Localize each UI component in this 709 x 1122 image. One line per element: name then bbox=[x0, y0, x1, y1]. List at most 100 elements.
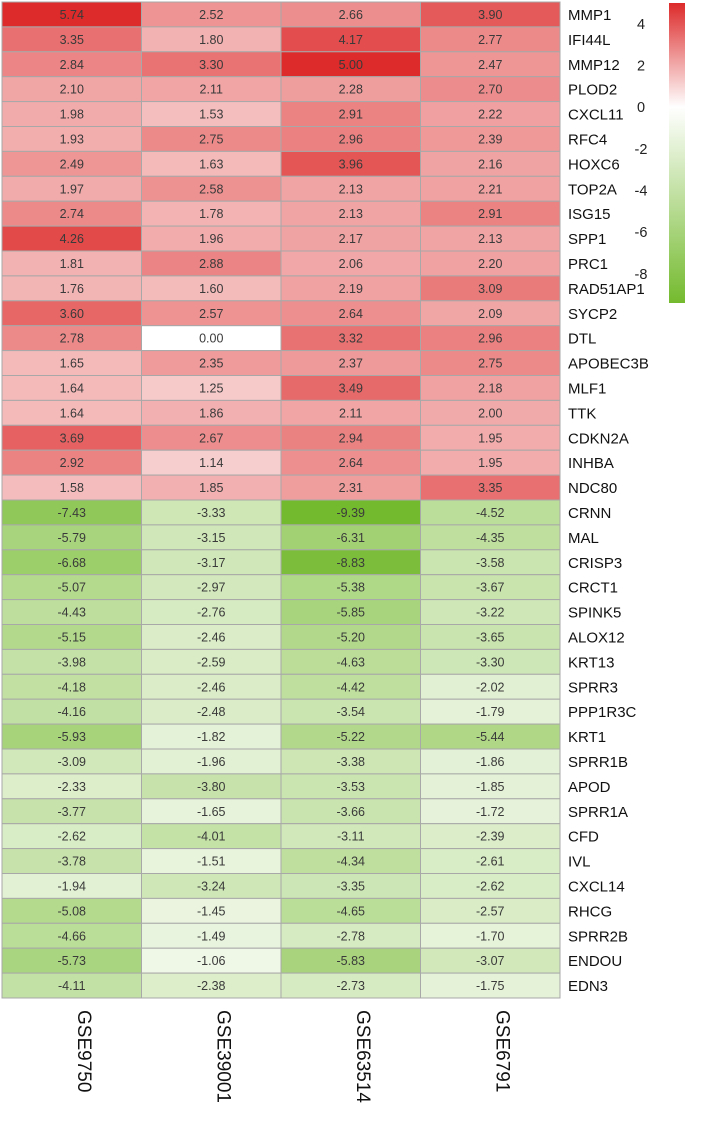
cell-value-label: -3.54 bbox=[337, 705, 366, 719]
cell-value-label: -1.72 bbox=[476, 805, 505, 819]
cell-value-label: -1.82 bbox=[197, 730, 226, 744]
cell-value-label: 2.28 bbox=[339, 83, 363, 97]
cell-value-label: 1.53 bbox=[199, 108, 223, 122]
cell-value-label: 2.84 bbox=[60, 58, 84, 72]
cell-value-label: -3.11 bbox=[337, 830, 365, 844]
cell-value-label: -4.18 bbox=[58, 680, 87, 694]
heatmap-cell bbox=[1, 449, 142, 476]
heatmap-cell bbox=[420, 499, 561, 526]
heatmap-cell bbox=[280, 399, 421, 426]
heatmap-cell bbox=[141, 599, 282, 625]
heatmap-cell bbox=[280, 574, 421, 601]
heatmap-cell bbox=[141, 250, 282, 277]
row-label: KRT13 bbox=[568, 654, 614, 671]
heatmap-cell bbox=[280, 474, 421, 501]
row-label: CXCL14 bbox=[568, 878, 625, 895]
cell-value-label: -4.01 bbox=[197, 830, 226, 844]
row-label: SPRR3 bbox=[568, 679, 618, 696]
heatmap-cell bbox=[280, 723, 421, 750]
column-label: GSE63514 bbox=[352, 1010, 373, 1103]
heatmap-cell bbox=[420, 200, 561, 227]
cell-value-label: -1.86 bbox=[476, 755, 505, 769]
cell-value-label: -5.93 bbox=[58, 730, 87, 744]
cell-value-label: -1.96 bbox=[197, 755, 226, 769]
cell-value-label: -5.38 bbox=[337, 581, 366, 595]
row-label: MMP1 bbox=[568, 7, 611, 24]
row-label: PRC1 bbox=[568, 256, 608, 273]
row-label: CFD bbox=[568, 829, 599, 846]
heatmap-cell bbox=[1, 101, 142, 127]
heatmap-cell bbox=[420, 873, 561, 899]
cell-value-label: 2.64 bbox=[339, 307, 363, 321]
heatmap-cell bbox=[280, 275, 421, 302]
heatmap-cell bbox=[420, 1, 561, 28]
cell-value-label: 2.20 bbox=[478, 257, 502, 271]
heatmap-cell bbox=[141, 449, 282, 476]
row-label: SPP1 bbox=[568, 231, 606, 248]
heatmap-cell bbox=[280, 773, 421, 800]
cell-value-label: -5.20 bbox=[337, 630, 366, 644]
cell-value-label: -5.08 bbox=[58, 904, 87, 918]
colorbar-tick-label: 0 bbox=[637, 100, 645, 116]
row-label: MLF1 bbox=[568, 380, 606, 397]
heatmap-cell bbox=[280, 648, 421, 675]
cell-value-label: 3.09 bbox=[478, 282, 502, 296]
heatmap-cell bbox=[420, 574, 561, 601]
cell-value-label: 2.00 bbox=[478, 406, 502, 420]
heatmap-cell bbox=[420, 798, 561, 825]
cell-value-label: -5.83 bbox=[337, 954, 366, 968]
row-labels: MMP1 IFI44L MMP12 PLOD2 CXCL11 RFC4 HOXC6 TOP2A… bbox=[568, 7, 649, 995]
heatmap-cell bbox=[420, 624, 561, 650]
cell-value-label: -2.61 bbox=[476, 855, 505, 869]
cell-value-label: 2.37 bbox=[339, 357, 363, 371]
cell-value-label: 1.85 bbox=[199, 481, 223, 495]
cell-value-label: -4.65 bbox=[337, 904, 366, 918]
cell-value-label: -1.75 bbox=[476, 979, 505, 993]
heatmap-cell bbox=[1, 972, 142, 999]
heatmap-cell bbox=[280, 225, 421, 252]
heatmap-cell bbox=[420, 51, 561, 78]
colorbar-ticks: 4 2 0 -2 -4 -6 -8 bbox=[635, 17, 648, 283]
heatmap-cell bbox=[141, 51, 282, 78]
cell-value-label: 2.49 bbox=[60, 157, 84, 171]
heatmap-cell bbox=[141, 76, 282, 103]
heatmap-cell bbox=[420, 524, 561, 551]
heatmap-cell-values: 5.74 2.52 2.66 3.90 3.35 1.80 4.17 2.77 2.84 3.30… bbox=[58, 8, 505, 993]
cell-value-label: -3.67 bbox=[476, 581, 505, 595]
cell-value-label: 2.52 bbox=[199, 8, 223, 22]
cell-value-label: 1.65 bbox=[60, 357, 84, 371]
cell-value-label: -2.33 bbox=[58, 780, 87, 794]
cell-value-label: -5.44 bbox=[476, 730, 505, 744]
cell-value-label: -1.65 bbox=[197, 805, 226, 819]
cell-value-label: 1.78 bbox=[199, 207, 223, 221]
heatmap-cell bbox=[420, 947, 561, 974]
cell-value-label: -3.58 bbox=[476, 556, 505, 570]
cell-value-label: 3.90 bbox=[478, 8, 502, 22]
cell-value-label: -3.80 bbox=[197, 780, 226, 794]
colorbar-tick-label: 4 bbox=[637, 17, 645, 33]
heatmap-cell bbox=[420, 698, 561, 725]
cell-value-label: 4.17 bbox=[339, 33, 363, 47]
heatmap-cell bbox=[1, 922, 142, 949]
cell-value-label: 2.66 bbox=[339, 8, 363, 22]
row-label: RAD51AP1 bbox=[568, 281, 645, 298]
heatmap-cell bbox=[141, 873, 282, 899]
heatmap-cell bbox=[420, 399, 561, 426]
heatmap-cell bbox=[280, 549, 421, 576]
heatmap-cell bbox=[420, 424, 561, 451]
row-label: TOP2A bbox=[568, 181, 617, 198]
heatmap-cell bbox=[420, 599, 561, 625]
cell-value-label: -2.39 bbox=[476, 830, 505, 844]
cell-value-label: 1.95 bbox=[478, 431, 502, 445]
cell-value-label: -5.85 bbox=[337, 606, 366, 620]
colorbar-tick-label: -2 bbox=[635, 142, 648, 158]
cell-value-label: 2.39 bbox=[478, 132, 502, 146]
cell-value-label: -3.53 bbox=[337, 780, 366, 794]
cell-value-label: -3.09 bbox=[58, 755, 87, 769]
heatmap-cell bbox=[280, 873, 421, 899]
cell-value-label: 1.80 bbox=[199, 33, 223, 47]
row-label: CRISP3 bbox=[568, 555, 622, 572]
cell-value-label: -8.83 bbox=[337, 556, 366, 570]
cell-value-label: -1.70 bbox=[476, 929, 505, 943]
cell-value-label: -3.65 bbox=[476, 630, 505, 644]
